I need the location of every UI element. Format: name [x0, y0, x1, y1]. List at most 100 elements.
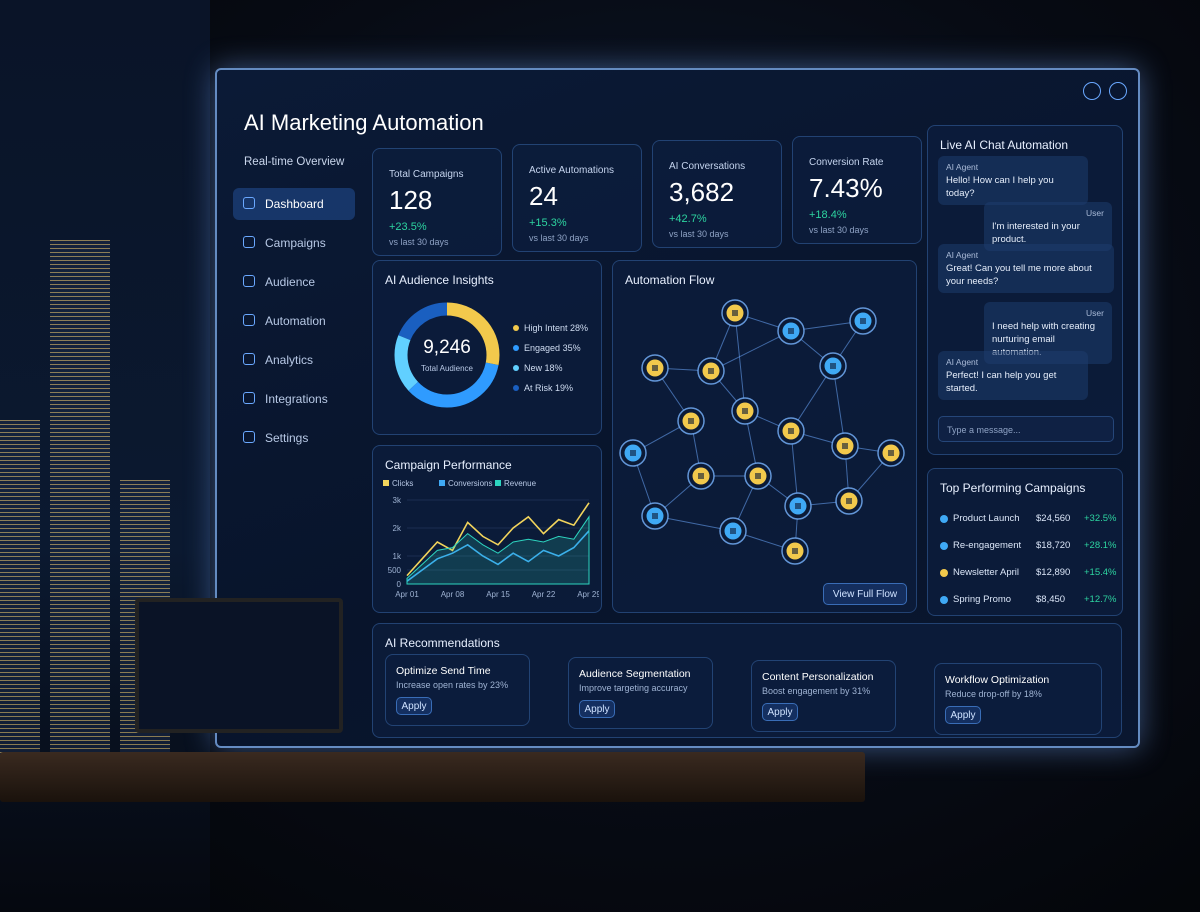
flow-node-icon	[788, 428, 794, 434]
nav-label: Audience	[265, 275, 316, 289]
stat-card: AI Conversations 3,682 +42.7% vs last 30 da…	[652, 140, 782, 248]
donut-total-label: Total Audience	[421, 364, 474, 373]
recommendation-text: Improve targeting accuracy	[579, 683, 688, 693]
view-flow-button[interactable]: View Full Flow	[823, 583, 907, 605]
campaign-name: Product Launch	[953, 513, 1020, 524]
legend-name: New	[524, 363, 543, 373]
legend-label: Conversions	[448, 479, 492, 488]
x-tick-label: Apr 01	[395, 590, 419, 599]
app-title: AI Marketing Automation	[244, 110, 484, 135]
top-campaigns-card: Top Performing Campaigns Product Launch $…	[927, 468, 1123, 616]
stat-change: +15.3%	[529, 217, 567, 229]
flow-node-icon	[860, 318, 866, 324]
stat-card: Conversion Rate 7.43% +18.4% vs last 30 day…	[792, 136, 922, 244]
nav-label: Integrations	[265, 392, 328, 406]
flow-node-icon	[755, 473, 761, 479]
campaign-revenue: $8,450	[1036, 594, 1066, 605]
legend-item: At Risk 19%	[513, 383, 573, 393]
donut-total: 9,246	[423, 337, 471, 358]
user-message: User I'm interested in your product.	[984, 202, 1112, 251]
y-tick-label: 1k	[393, 552, 402, 561]
nav-icon	[243, 353, 255, 365]
campaign-name: Newsletter April	[953, 567, 1019, 578]
apply-button[interactable]: Apply	[396, 697, 432, 715]
line	[406, 502, 590, 577]
nav-item[interactable]: Campaigns	[233, 227, 355, 259]
campaign-name: Spring Promo	[953, 594, 1012, 605]
stat-label: Total Campaigns	[389, 169, 464, 180]
x-tick-label: Apr 22	[532, 590, 556, 599]
x-tick-label: Apr 15	[486, 590, 510, 599]
stat-value: 7.43%	[809, 173, 883, 203]
campaign-revenue: $18,720	[1036, 540, 1071, 551]
card-title: Automation Flow	[625, 273, 715, 287]
area	[406, 515, 590, 585]
recommendation-text: Reduce drop-off by 18%	[945, 689, 1042, 699]
agent-message: AI Agent Hello! How can I help you today?	[938, 156, 1088, 205]
tower	[50, 240, 110, 760]
legend-item: New 18%	[513, 363, 563, 373]
stat-card: Total Campaigns 128 +23.5% vs last 30 days	[372, 148, 502, 256]
stat-label: Conversion Rate	[809, 157, 884, 168]
message-sender: User	[1086, 208, 1104, 218]
card-title: Live AI Chat Automation	[940, 138, 1069, 152]
monitor	[135, 598, 343, 733]
nav-item[interactable]: Settings	[233, 422, 355, 454]
flow-node-icon	[830, 363, 836, 369]
app-subtitle: Real-time Overview	[244, 156, 345, 168]
message-text: Hello! How can I help you today?	[946, 175, 1054, 199]
stat-value: 24	[529, 181, 558, 211]
campaign-name: Re-engagement	[953, 540, 1022, 551]
recommendation-text: Boost engagement by 31%	[762, 686, 871, 696]
y-tick-label: 2k	[393, 524, 402, 533]
nav-item[interactable]: Integrations	[233, 383, 355, 415]
recommendations-card: AI Recommendations Optimize Send Time Inc…	[372, 623, 1122, 738]
card-title: Top Performing Campaigns	[940, 481, 1086, 495]
legend-value: 18%	[544, 363, 563, 373]
y-tick-label: 0	[397, 580, 402, 589]
campaign-dot	[940, 596, 948, 604]
icon-button[interactable]	[1109, 82, 1127, 100]
campaign-change: +32.5%	[1084, 513, 1117, 524]
flow-node-icon	[652, 365, 658, 371]
message-sender: AI Agent	[946, 162, 979, 172]
campaign-revenue: $24,560	[1036, 513, 1071, 524]
campaign-dot	[940, 515, 948, 523]
legend-label: Clicks	[392, 479, 413, 488]
legend-item: High Intent 28%	[513, 323, 588, 333]
nav-item[interactable]: Automation	[233, 305, 355, 337]
nav-item[interactable]: Analytics	[233, 344, 355, 376]
tower	[0, 420, 40, 800]
legend-dot	[513, 365, 519, 371]
nav-item[interactable]: Dashboard	[233, 188, 355, 220]
apply-button[interactable]: Apply	[945, 706, 981, 724]
donut-segment	[394, 302, 500, 408]
message-text: I'm interested in your product.	[992, 221, 1080, 245]
flow-node-icon	[742, 408, 748, 414]
nav-label: Campaigns	[265, 236, 326, 250]
icon-button[interactable]	[1083, 82, 1101, 100]
nav-icon	[243, 197, 255, 209]
message-sender: AI Agent	[946, 357, 979, 367]
flow-node-icon	[698, 473, 704, 479]
stat-value: 3,682	[669, 177, 735, 207]
line-chart: Clicks Conversions Revenue 0 500 1k 2k 3k Apr 01…	[383, 479, 599, 599]
stat-change: +18.4%	[809, 209, 847, 221]
legend-swatch	[439, 480, 445, 486]
performance-card: Campaign Performance Clicks Conversions Re…	[372, 445, 602, 613]
legend-value: 19%	[555, 383, 574, 393]
message-text: Perfect! I can help you get started.	[946, 370, 1057, 394]
campaign-change: +15.4%	[1084, 567, 1117, 578]
chat-input[interactable]: Type a message...	[938, 416, 1114, 442]
card-title: AI Audience Insights	[385, 273, 494, 287]
apply-button[interactable]: Apply	[762, 703, 798, 721]
legend-dot	[513, 385, 519, 391]
donut-chart: 9,246 Total Audience	[394, 302, 500, 408]
legend-name: At Risk	[524, 383, 553, 393]
nav-item[interactable]: Audience	[233, 266, 355, 298]
card-title: AI Recommendations	[385, 636, 500, 650]
apply-button[interactable]: Apply	[579, 700, 615, 718]
y-tick-label: 500	[388, 566, 402, 575]
chat-card: Live AI Chat Automation Type a message..…	[927, 125, 1123, 455]
